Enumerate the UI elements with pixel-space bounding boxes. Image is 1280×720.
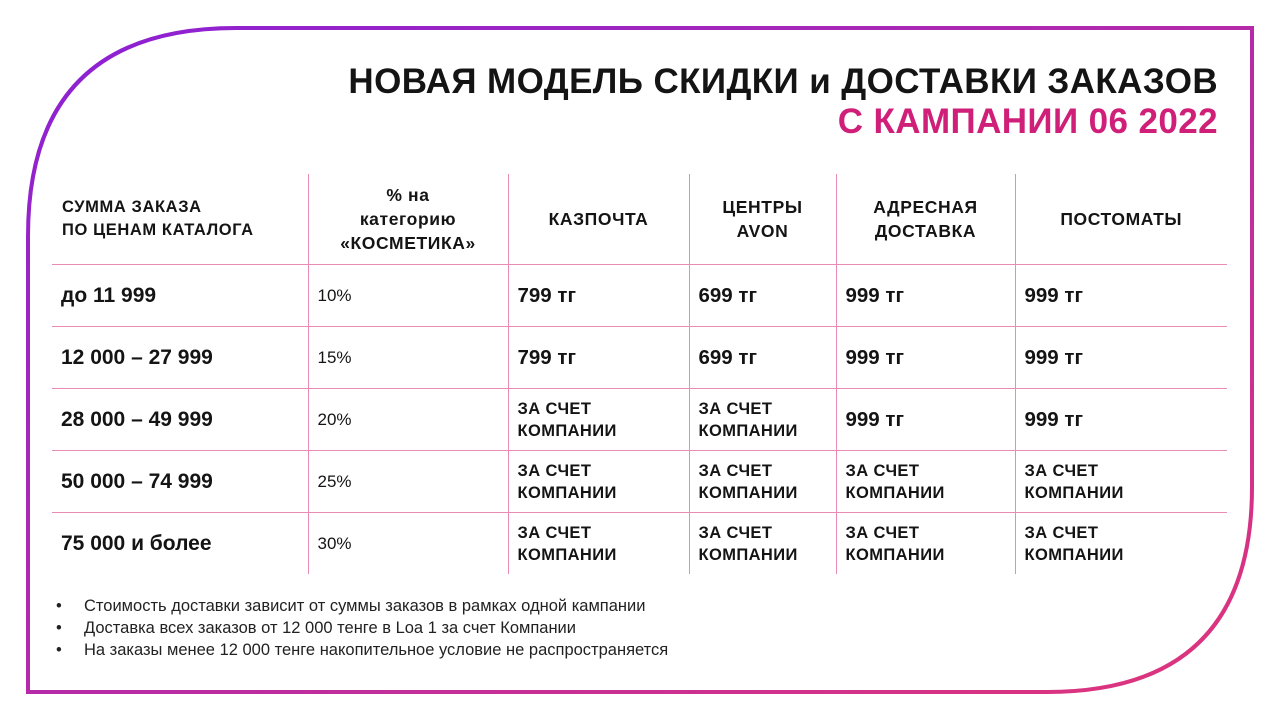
cell-avon-centers: ЗА СЧЕТ КОМПАНИИ	[688, 512, 836, 574]
cell-text: ЗА СЧЕТ	[845, 523, 920, 542]
table-header-row: СУММА ЗАКАЗА ПО ЦЕНАМ КАТАЛОГА % на кате…	[52, 174, 1227, 265]
cell-text: ЗА СЧЕТ	[845, 461, 920, 480]
cell-text: ЗА СЧЕТ	[517, 399, 592, 418]
cell-text: 999 тг	[845, 345, 904, 369]
table-row: 75 000 и более 30% ЗА СЧЕТ КОМПАНИИ ЗА СЧЕТ К…	[52, 512, 1227, 574]
cell-order-amount: 28 000 – 49 999	[52, 388, 308, 451]
cell-text: КОМПАНИИ	[517, 483, 617, 502]
cell-address-delivery: 999 тг	[835, 388, 1015, 451]
header-text: ПО ЦЕНАМ КАТАЛОГА	[62, 221, 254, 239]
header-text: СУММА ЗАКАЗА	[62, 198, 202, 216]
header-address-delivery: АДРЕСНАЯ ДОСТАВКА	[835, 174, 1015, 265]
header-text: АДРЕСНАЯ	[873, 197, 978, 217]
cell-kazpost: ЗА СЧЕТ КОМПАНИИ	[507, 512, 689, 574]
cell-discount-percent: 30%	[307, 512, 508, 574]
cell-discount-percent: 10%	[307, 264, 508, 327]
bullet: •	[56, 597, 62, 615]
cell-text: КОМПАНИИ	[517, 545, 617, 564]
cell-text: 999 тг	[1024, 407, 1083, 431]
cell-kazpost: ЗА СЧЕТ КОМПАНИИ	[507, 450, 689, 513]
cell-address-delivery: ЗА СЧЕТ КОМПАНИИ	[835, 450, 1015, 513]
bullet: •	[56, 619, 62, 637]
cell-text: ЗА СЧЕТ	[698, 523, 773, 542]
table-body: до 11 999 10% 799 тг 699 тг 999 тг 999 тг 12 0…	[52, 264, 1227, 574]
cell-postomats: 999 тг	[1014, 326, 1227, 389]
cell-text: 699 тг	[698, 283, 757, 307]
frame-border	[26, 26, 1254, 694]
cell-text: ЗА СЧЕТ	[698, 399, 773, 418]
table-row: 28 000 – 49 999 20% ЗА СЧЕТ КОМПАНИИ ЗА СЧЕТ…	[52, 388, 1227, 451]
note-item: • Доставка всех заказов от 12 000 тенге …	[56, 617, 668, 639]
header-text: % на	[386, 185, 430, 205]
cell-text: КОМПАНИИ	[1024, 545, 1124, 564]
cell-avon-centers: 699 тг	[688, 326, 836, 389]
cell-kazpost: 799 тг	[507, 326, 689, 389]
pricing-table: СУММА ЗАКАЗА ПО ЦЕНАМ КАТАЛОГА % на кате…	[52, 174, 1227, 574]
cell-avon-centers: ЗА СЧЕТ КОМПАНИИ	[688, 450, 836, 513]
cell-text: 999 тг	[1024, 345, 1083, 369]
notes-list: • Стоимость доставки зависит от суммы за…	[56, 595, 668, 661]
cell-text: 999 тг	[1024, 283, 1083, 307]
header-discount: % на категорию «КОСМЕТИКА»	[307, 174, 508, 265]
cell-avon-centers: 699 тг	[688, 264, 836, 327]
cell-text: ЗА СЧЕТ	[517, 461, 592, 480]
cell-text: КОМПАНИИ	[1024, 483, 1124, 502]
header-text: AVON	[736, 221, 789, 241]
cell-postomats: 999 тг	[1014, 388, 1227, 451]
note-text: Доставка всех заказов от 12 000 тенге в …	[84, 619, 576, 637]
table-row: 50 000 – 74 999 25% ЗА СЧЕТ КОМПАНИИ ЗА СЧЕТ…	[52, 450, 1227, 513]
note-item: • Стоимость доставки зависит от суммы за…	[56, 595, 668, 617]
cell-discount-percent: 25%	[307, 450, 508, 513]
cell-address-delivery: ЗА СЧЕТ КОМПАНИИ	[835, 512, 1015, 574]
cell-kazpost: 799 тг	[507, 264, 689, 327]
cell-text: 799 тг	[517, 283, 576, 307]
cell-text: КОМПАНИИ	[845, 545, 945, 564]
cell-text: КОМПАНИИ	[845, 483, 945, 502]
header-text: «КОСМЕТИКА»	[340, 233, 476, 253]
cell-discount-percent: 15%	[307, 326, 508, 389]
cell-order-amount: 75 000 и более	[61, 531, 212, 555]
cell-avon-centers: ЗА СЧЕТ КОМПАНИИ	[688, 388, 836, 451]
note-item: • На заказы менее 12 000 тенге накопител…	[56, 639, 668, 661]
cell-text: ЗА СЧЕТ	[1024, 523, 1099, 542]
table-row: 12 000 – 27 999 15% 799 тг 699 тг 999 тг 999 …	[52, 326, 1227, 389]
cell-text: КОМПАНИИ	[698, 421, 798, 440]
note-text: Стоимость доставки зависит от суммы зака…	[84, 597, 646, 615]
cell-text: ЗА СЧЕТ	[698, 461, 773, 480]
cell-order-amount: 50 000 – 74 999	[52, 450, 308, 513]
header-avon-centers: ЦЕНТРЫ AVON	[688, 174, 836, 265]
cell-postomats: 999 тг	[1014, 264, 1227, 327]
header-text: КАЗПОЧТА	[548, 209, 649, 229]
table-row: до 11 999 10% 799 тг 699 тг 999 тг 999 тг	[52, 264, 1227, 327]
cell-kazpost: ЗА СЧЕТ КОМПАНИИ	[507, 388, 689, 451]
cell-text: 999 тг	[845, 407, 904, 431]
cell-text: 799 тг	[517, 345, 576, 369]
header-text: ПОСТОМАТЫ	[1060, 209, 1183, 229]
cell-address-delivery: 999 тг	[835, 326, 1015, 389]
header-order-sum: СУММА ЗАКАЗА ПО ЦЕНАМ КАТАЛОГА	[52, 174, 308, 265]
cell-text: КОМПАНИИ	[517, 421, 617, 440]
cell-text: ЗА СЧЕТ	[1024, 461, 1099, 480]
note-text: На заказы менее 12 000 тенге накопительн…	[84, 641, 669, 659]
header-kazpost: КАЗПОЧТА	[507, 174, 689, 265]
cell-address-delivery: 999 тг	[835, 264, 1015, 327]
cell-text: КОМПАНИИ	[698, 545, 798, 564]
cell-postomats: ЗА СЧЕТ КОМПАНИИ	[1014, 450, 1227, 513]
page-title: НОВАЯ МОДЕЛЬ СКИДКИ и ДОСТАВКИ ЗАКАЗОВ	[348, 62, 1218, 101]
cell-text: 999 тг	[845, 283, 904, 307]
header-postomats: ПОСТОМАТЫ	[1014, 174, 1227, 265]
header-text: категорию	[359, 209, 457, 229]
header-text: ЦЕНТРЫ	[722, 197, 803, 217]
page-subtitle: С КАМПАНИИ 06 2022	[837, 102, 1218, 141]
bullet: •	[56, 641, 62, 659]
header-text: ДОСТАВКА	[874, 221, 977, 241]
cell-postomats: ЗА СЧЕТ КОМПАНИИ	[1014, 512, 1227, 574]
cell-order-amount: до 11 999	[52, 264, 308, 327]
cell-discount-percent: 20%	[307, 388, 508, 451]
cell-text: КОМПАНИИ	[698, 483, 798, 502]
cell-text: 699 тг	[698, 345, 757, 369]
cell-text: ЗА СЧЕТ	[517, 523, 592, 542]
cell-order-amount: 12 000 – 27 999	[52, 326, 308, 389]
